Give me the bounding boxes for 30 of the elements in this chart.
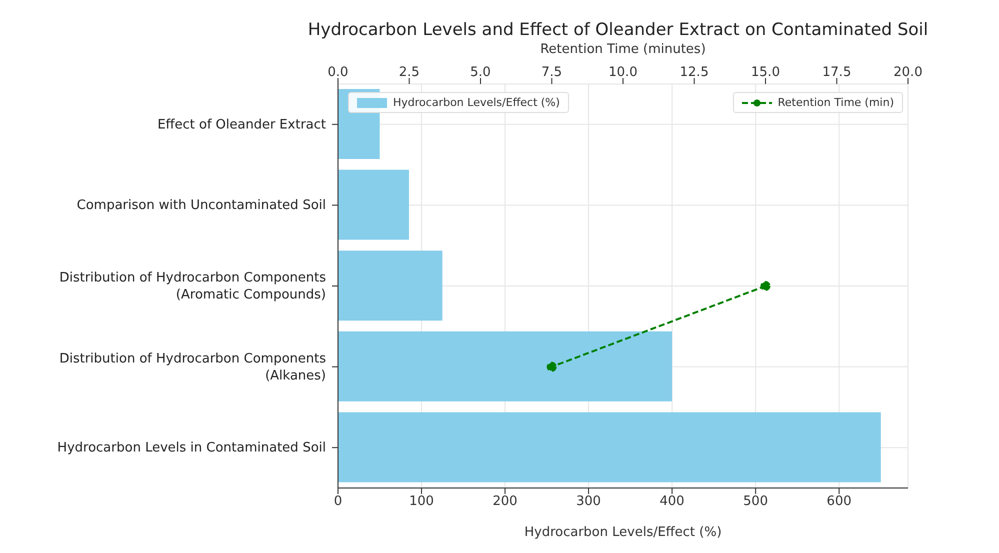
x2-tick-label: 10.0 [608,65,638,80]
x2-tick-label: 2.5 [398,65,420,80]
x2-tick-label: 7.5 [541,65,562,80]
x2-axis-title: Retention Time (minutes) [540,42,706,58]
x-tick-label: 300 [576,494,601,510]
x2-tick-label: 0.0 [328,65,348,80]
x-tick-label: 200 [492,494,518,510]
y-tick-label: Distribution of Hydrocarbon Components (Aromatic Compounds) [59,270,326,302]
x-axis-title: Hydrocarbon Levels/Effect (%) [524,525,722,540]
x-tick-label: 600 [826,494,852,510]
x2-tick-label: 12.5 [680,65,709,80]
bar [338,250,442,321]
x-tick-label: 500 [743,494,768,510]
bar [338,331,672,402]
x-tick-label: 100 [409,494,434,510]
bar [338,170,409,240]
chart-title: Hydrocarbon Levels and Effect of Oleander Extract on Contaminated Soil [306,20,930,40]
y-tick-label: Distribution of Hydrocarbon Components (Alkanes) [59,350,326,383]
x-tick-label: 400 [660,494,684,510]
legend-label: Hydrocarbon Levels/Effect (%) [393,96,560,109]
x2-tick-label: 20.0 [894,65,922,80]
x2-tick-label: 17.5 [822,65,852,80]
y-tick-label: Hydrocarbon Levels in Contaminated Soil [57,440,326,456]
x2-tick-label: 15.0 [751,65,780,80]
bar [338,412,881,482]
x-tick-label: 0 [334,494,342,510]
x2-tick-label: 5.0 [470,65,491,80]
y-tick-label: Comparison with Uncontaminated Soil [76,198,326,213]
legend-label: Retention Time (min) [778,96,894,109]
y-tick-label: Effect of Oleander Extract [157,116,326,132]
